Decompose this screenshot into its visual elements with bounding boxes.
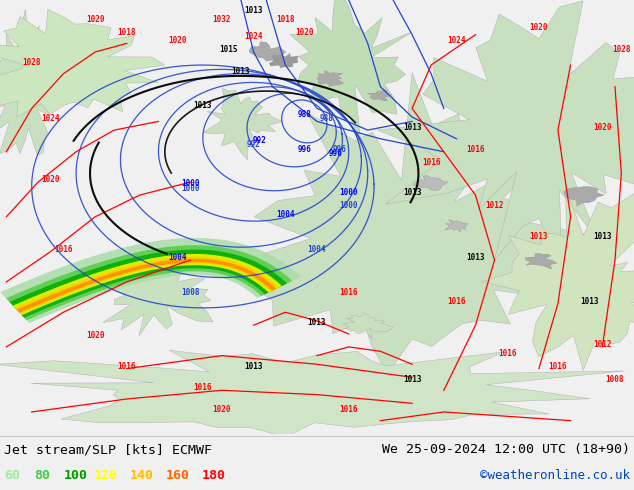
Polygon shape (378, 1, 634, 266)
Text: 1013: 1013 (244, 6, 263, 15)
Text: 1004: 1004 (307, 245, 327, 253)
Text: 988: 988 (297, 110, 311, 119)
Text: 1024: 1024 (41, 115, 60, 123)
Text: Jet stream/SLP [kts] ECMWF: Jet stream/SLP [kts] ECMWF (4, 443, 212, 456)
Polygon shape (0, 9, 62, 155)
Text: 1016: 1016 (339, 288, 358, 297)
Text: 1018: 1018 (117, 28, 136, 37)
Text: 1020: 1020 (86, 15, 105, 24)
Text: 140: 140 (130, 469, 154, 483)
Polygon shape (367, 90, 392, 101)
Text: 1013: 1013 (307, 318, 327, 327)
Text: 60: 60 (4, 469, 20, 483)
Text: 1000: 1000 (339, 201, 358, 210)
Text: 1000: 1000 (181, 179, 200, 189)
Polygon shape (413, 175, 448, 191)
Text: 80: 80 (34, 469, 50, 483)
Text: 1013: 1013 (231, 67, 250, 76)
Text: 1016: 1016 (339, 405, 358, 414)
Text: 1013: 1013 (244, 362, 263, 370)
Polygon shape (444, 220, 468, 232)
Polygon shape (235, 73, 608, 374)
Text: 1000: 1000 (181, 184, 200, 193)
Polygon shape (0, 350, 624, 437)
Text: 1016: 1016 (548, 362, 567, 370)
Text: 996: 996 (329, 149, 343, 158)
Text: 1020: 1020 (168, 36, 187, 46)
Text: 1016: 1016 (54, 245, 73, 253)
Polygon shape (317, 71, 344, 86)
Polygon shape (16, 259, 276, 313)
Text: 1020: 1020 (593, 123, 612, 132)
Text: 1024: 1024 (244, 32, 263, 41)
Text: 1028: 1028 (612, 45, 631, 54)
Polygon shape (343, 313, 393, 339)
Text: 1020: 1020 (86, 331, 105, 340)
Text: 988: 988 (320, 115, 333, 123)
Text: 100: 100 (64, 469, 88, 483)
Text: 1016: 1016 (498, 348, 517, 358)
Text: 1013: 1013 (593, 231, 612, 241)
Polygon shape (525, 253, 557, 269)
Text: 996: 996 (332, 145, 346, 154)
Text: 1020: 1020 (529, 24, 548, 32)
Polygon shape (13, 254, 282, 315)
Text: 1028: 1028 (22, 58, 41, 67)
Text: 1008: 1008 (605, 375, 624, 384)
Polygon shape (6, 245, 292, 320)
Text: 1013: 1013 (403, 375, 422, 384)
Text: 1013: 1013 (466, 253, 485, 262)
Text: 180: 180 (202, 469, 226, 483)
Polygon shape (103, 260, 213, 336)
Text: 996: 996 (297, 145, 311, 154)
Text: 1013: 1013 (193, 101, 212, 110)
Text: 1016: 1016 (193, 383, 212, 392)
Text: 160: 160 (166, 469, 190, 483)
Polygon shape (10, 249, 287, 318)
Polygon shape (249, 42, 286, 62)
Text: 1016: 1016 (117, 362, 136, 370)
Text: 1004: 1004 (168, 253, 187, 262)
Text: 1013: 1013 (529, 231, 548, 241)
Text: 992: 992 (247, 141, 261, 149)
Text: 1013: 1013 (403, 188, 422, 197)
Text: 1008: 1008 (181, 288, 200, 297)
Text: 1015: 1015 (219, 45, 238, 54)
Text: 1016: 1016 (466, 145, 485, 154)
Polygon shape (482, 187, 634, 370)
Text: We 25-09-2024 12:00 UTC (18+90): We 25-09-2024 12:00 UTC (18+90) (382, 443, 630, 456)
Polygon shape (0, 238, 301, 323)
Text: 120: 120 (94, 469, 118, 483)
Text: 1018: 1018 (276, 15, 295, 24)
Text: 1016: 1016 (422, 158, 441, 167)
Text: 1020: 1020 (295, 28, 314, 37)
Polygon shape (290, 0, 413, 145)
Text: 1012: 1012 (485, 201, 504, 210)
Text: 992: 992 (253, 136, 267, 145)
Text: 1000: 1000 (339, 188, 358, 197)
Text: 1004: 1004 (276, 210, 295, 219)
Text: 1013: 1013 (580, 296, 599, 306)
Text: 1020: 1020 (212, 405, 231, 414)
Text: 1012: 1012 (593, 340, 612, 349)
Polygon shape (15, 257, 279, 314)
Text: ©weatheronline.co.uk: ©weatheronline.co.uk (480, 469, 630, 483)
Text: 1016: 1016 (447, 296, 466, 306)
Text: 1024: 1024 (447, 36, 466, 46)
Text: 1032: 1032 (212, 15, 231, 24)
Polygon shape (204, 88, 282, 160)
Polygon shape (269, 53, 298, 68)
Text: 1020: 1020 (41, 175, 60, 184)
Polygon shape (564, 186, 604, 206)
Text: 1013: 1013 (403, 123, 422, 132)
Polygon shape (0, 9, 165, 117)
